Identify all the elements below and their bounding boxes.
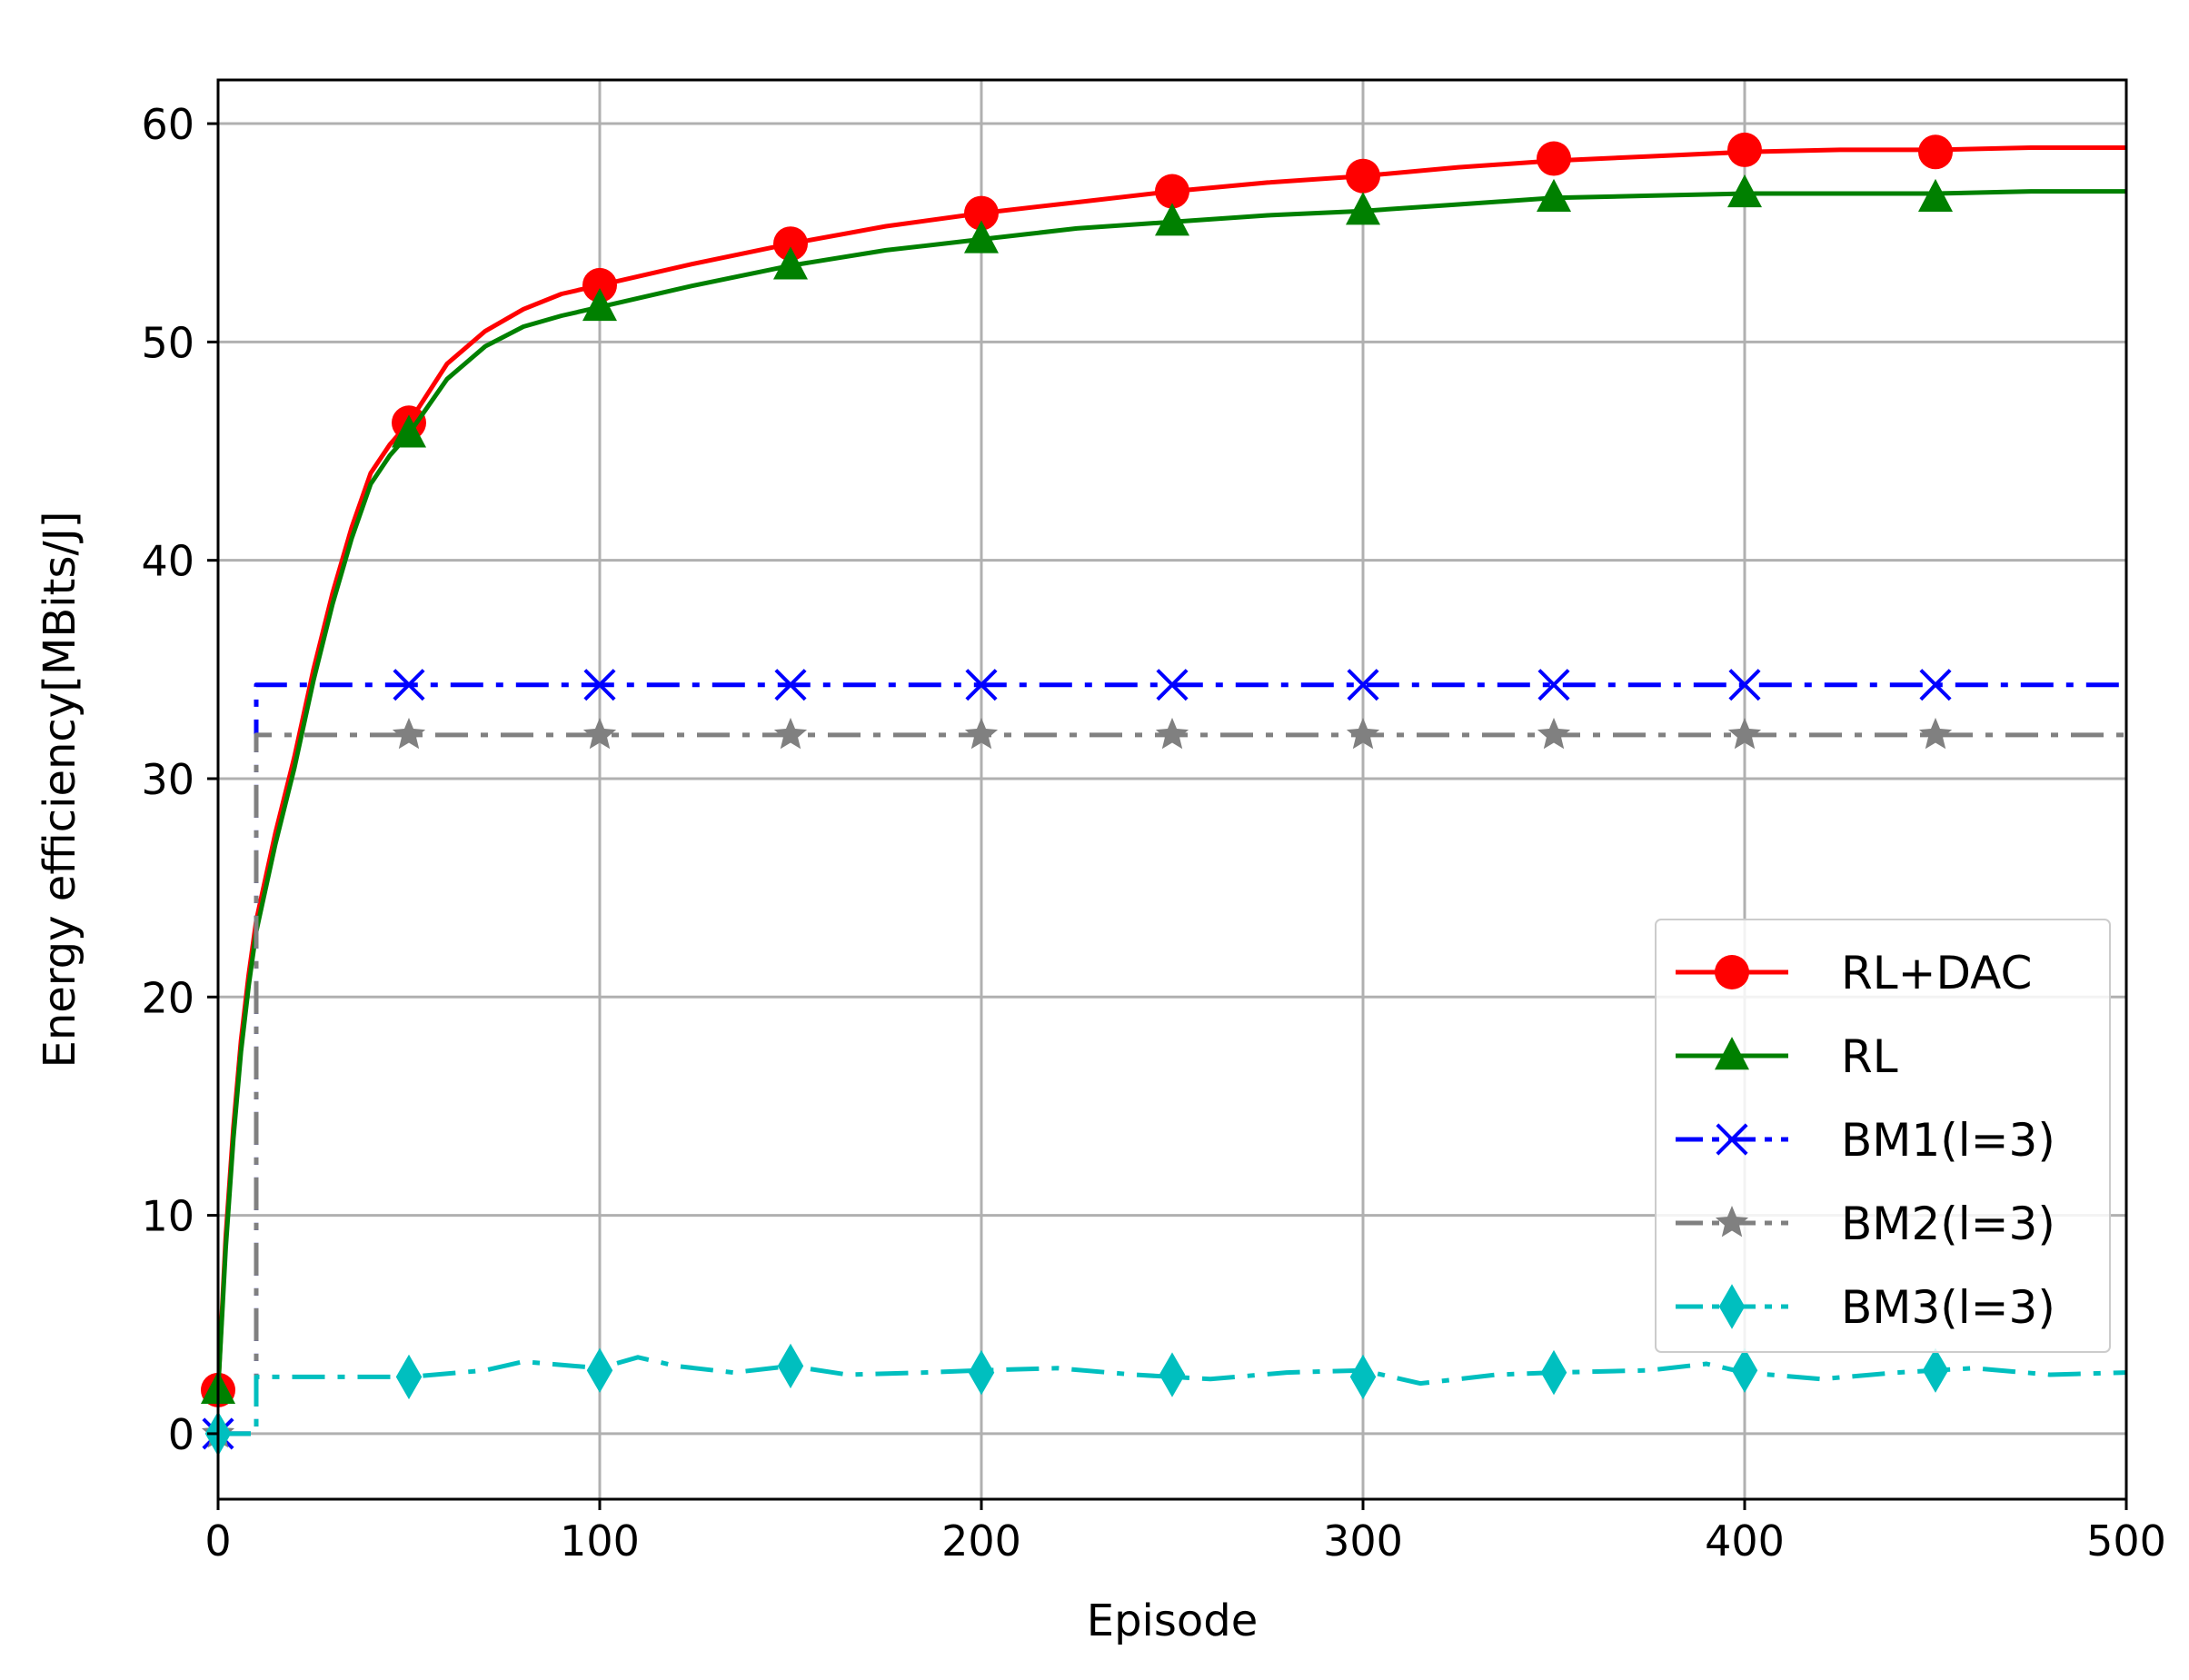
data-point	[1537, 669, 1570, 701]
data-point	[395, 1354, 423, 1400]
data-point	[1159, 1352, 1186, 1397]
data-point	[1919, 669, 1952, 701]
legend-marker	[1715, 1206, 1749, 1238]
x-axis-label: Episode	[1087, 1596, 1259, 1646]
data-point	[1728, 669, 1761, 701]
data-point	[1727, 174, 1762, 208]
marker-stroke	[1537, 669, 1570, 701]
data-point	[1155, 203, 1189, 236]
x-tick-label: 400	[1705, 1516, 1785, 1566]
y-tick-label: 20	[141, 973, 194, 1022]
marker-stroke	[1728, 669, 1761, 701]
data-point	[773, 717, 808, 750]
data-point	[1922, 1347, 1949, 1393]
marker-stroke	[774, 669, 807, 701]
legend-box	[1655, 919, 2111, 1353]
legend-label: BM2(l=3)	[1841, 1198, 2055, 1250]
data-point	[773, 226, 808, 262]
data-point	[1346, 192, 1380, 225]
legend-marker	[1715, 1037, 1749, 1070]
marker-stroke	[1919, 669, 1952, 701]
data-point	[586, 1347, 613, 1393]
data-point	[773, 246, 808, 280]
x-tick-label: 200	[941, 1516, 1021, 1566]
data-point	[1731, 1347, 1758, 1393]
y-tick-label: 30	[141, 755, 194, 804]
data-point	[392, 717, 426, 750]
data-point	[1727, 717, 1762, 750]
marker-stroke	[583, 669, 616, 701]
legend-entry: BM2(l=3)	[1676, 1198, 2055, 1250]
x-tick-label: 500	[2086, 1516, 2166, 1566]
legend-label: BM1(l=3)	[1841, 1114, 2055, 1167]
data-point	[1727, 132, 1762, 167]
plot-frame	[216, 78, 2128, 1501]
legend-entry: RL	[1676, 1030, 1898, 1083]
data-point	[964, 220, 999, 253]
data-point	[1347, 669, 1379, 701]
series-4	[204, 1343, 2127, 1456]
data-point	[1155, 174, 1189, 209]
legend-label: RL	[1841, 1030, 1898, 1083]
legend-marker	[1716, 1123, 1748, 1156]
series-0	[201, 132, 2126, 1407]
data-point	[1918, 134, 1953, 170]
data-point	[1155, 717, 1189, 750]
data-point	[582, 717, 617, 750]
series-line	[215, 145, 2126, 1390]
marker-stroke	[1347, 669, 1379, 701]
y-tick-label: 40	[141, 537, 194, 586]
legend-label: RL+DAC	[1841, 947, 2032, 999]
data-point	[1918, 178, 1953, 212]
data-point	[393, 669, 425, 701]
legend-entry: RL+DAC	[1676, 947, 2032, 999]
data-point	[1346, 158, 1380, 194]
data-point	[774, 669, 807, 701]
data-point	[1156, 669, 1189, 701]
data-point	[1537, 141, 1571, 176]
data-point	[582, 288, 617, 322]
data-point	[964, 717, 999, 750]
legend-marker	[1715, 955, 1749, 989]
data-point	[1346, 717, 1380, 750]
data-point	[1918, 717, 1953, 750]
data-point	[1537, 717, 1571, 750]
series-1	[201, 174, 2126, 1405]
series-line	[215, 189, 2126, 1390]
legend-entry: BM1(l=3)	[1676, 1114, 2055, 1167]
data-point	[392, 414, 426, 448]
x-tick-label: 100	[560, 1516, 640, 1566]
marker-stroke	[393, 669, 425, 701]
data-point	[583, 669, 616, 701]
data-point	[777, 1343, 804, 1389]
legend-marker	[1718, 1284, 1746, 1329]
data-point	[965, 669, 998, 701]
data-point	[964, 195, 999, 231]
legend-label: BM3(l=3)	[1841, 1281, 2055, 1334]
data-point	[582, 267, 617, 303]
x-tick-label: 300	[1323, 1516, 1403, 1566]
data-point	[1537, 178, 1571, 212]
axis-ticks: 0 100 200 300 400 500 0 10 20 30 40 50 60	[141, 100, 2165, 1566]
y-tick-label: 60	[141, 100, 194, 149]
x-tick-label: 0	[204, 1516, 231, 1566]
y-tick-label: 50	[141, 318, 194, 367]
y-axis-label: Energy efficiency[MBits/J]	[35, 511, 85, 1068]
marker-stroke	[1156, 669, 1189, 701]
series-layer	[201, 132, 2127, 1456]
marker-stroke	[965, 669, 998, 701]
y-tick-label: 10	[141, 1192, 194, 1241]
data-point	[1349, 1354, 1377, 1400]
data-point	[1540, 1349, 1567, 1396]
data-point	[968, 1349, 995, 1396]
y-tick-label: 0	[168, 1410, 194, 1459]
legend: RL+DAC RL BM1(l=3) BM2(l=3) BM3(l=3)	[1655, 919, 2111, 1353]
legend-entry: BM3(l=3)	[1676, 1281, 2055, 1334]
marker-stroke	[1716, 1123, 1748, 1156]
